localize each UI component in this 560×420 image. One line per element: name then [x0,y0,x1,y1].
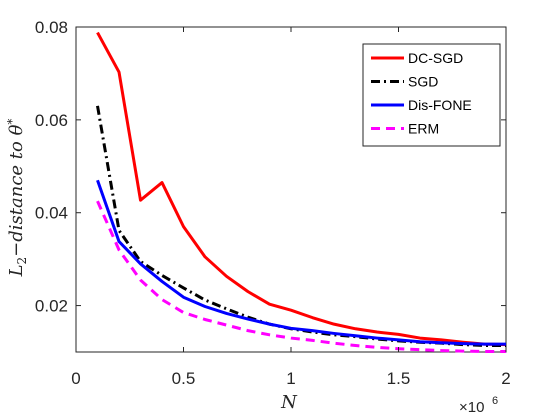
x-tick-label: 1.5 [387,369,411,388]
y-axis-label-star: * [5,119,19,125]
y-axis-label: L2−distance to θ* [5,119,29,278]
legend-label: ERM [408,121,439,137]
x-axis-label: N [280,392,298,413]
y-axis-label-sub: 2 [15,257,29,265]
x-tick-label: 0.5 [172,369,196,388]
x-exponent-power: 6 [492,395,498,407]
x-exponent-label: ×10 6 [459,395,498,416]
legend-label: Dis-FONE [408,97,472,113]
y-axis-label-mid: −distance to [6,135,27,256]
y-axis-label-theta: θ [6,124,27,135]
legend: DC-SGD SGD Dis-FONE ERM [362,43,501,147]
y-tick-label: 0.04 [35,204,68,223]
series-line-dis-fone [96,179,506,346]
series-line-erm [96,200,506,354]
x-tick-label: 2 [501,369,510,388]
x-tick-label: 0 [71,369,80,388]
legend-label: SGD [408,74,438,90]
series-layer [96,31,507,354]
series-line-dc-sgd [96,31,507,347]
y-tick-label: 0.02 [35,297,68,316]
y-axis-label-l: L [6,264,27,277]
y-tick-label: 0.06 [35,111,68,130]
x-exponent-base: ×10 [459,399,484,416]
ticks-layer: 0 0.5 1 1.5 2 0.02 0.04 0.06 0.08 [35,18,511,388]
legend-label: DC-SGD [408,50,463,66]
x-tick-label: 1 [286,369,295,388]
y-tick-label: 0.08 [35,18,68,37]
legend-box [362,43,501,147]
